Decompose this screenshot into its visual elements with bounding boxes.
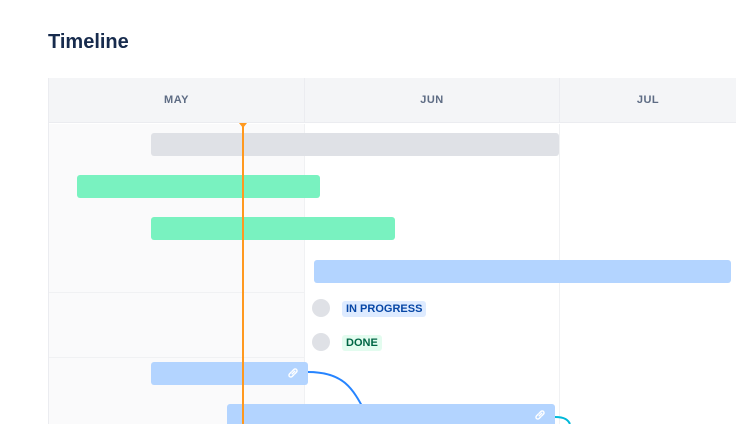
- dependency-line: [554, 416, 571, 424]
- status-avatar: [312, 333, 330, 351]
- row-divider: [49, 357, 304, 358]
- month-header-jun: JUN: [305, 78, 560, 123]
- status-done: DONE: [342, 335, 382, 351]
- status-in-progress: IN PROGRESS: [342, 301, 427, 317]
- today-marker-arrow: [239, 123, 247, 128]
- month-header-jul: JUL: [560, 78, 736, 123]
- timeline-bar[interactable]: [314, 260, 731, 283]
- today-marker: [242, 124, 244, 424]
- timeline-bar[interactable]: [151, 217, 395, 240]
- timeline-bar[interactable]: [151, 133, 559, 156]
- status-avatar: [312, 299, 330, 317]
- timeline-bar[interactable]: [227, 404, 555, 424]
- link-icon[interactable]: [533, 408, 547, 422]
- page-title: Timeline: [48, 31, 129, 53]
- timeline-bar[interactable]: [151, 362, 308, 385]
- timeline-grid: MAY JUN JUL: [48, 78, 736, 424]
- timeline-bar[interactable]: [77, 175, 320, 198]
- link-icon[interactable]: [286, 366, 300, 380]
- row-divider: [49, 292, 304, 293]
- month-header-may: MAY: [49, 78, 305, 123]
